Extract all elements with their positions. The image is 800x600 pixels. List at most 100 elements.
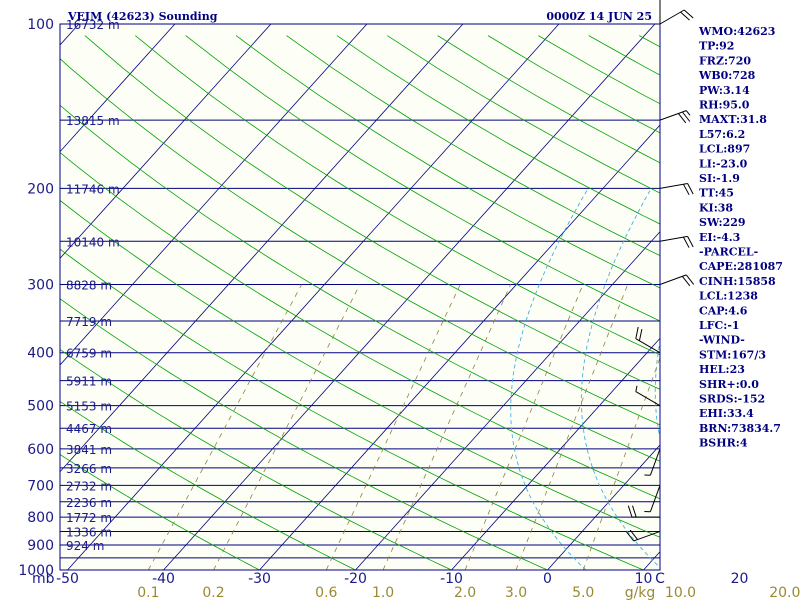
index-entry: PW:3.14: [699, 84, 750, 97]
dry-adiabat-line: [60, 58, 660, 426]
station-title: VEIM (42623) Sounding: [67, 10, 218, 23]
isotherm-line: [60, 24, 272, 259]
index-entry: L57:6.2: [699, 128, 745, 141]
isotherm-line: [60, 24, 368, 366]
wind-barb-flag: [683, 9, 694, 19]
wind-barb-flag: [682, 276, 691, 287]
height-label: 13815 m: [66, 114, 120, 128]
isotherm-line: [60, 24, 464, 473]
index-entry: RH:95.0: [699, 99, 750, 112]
mixing-ratio-tick-label: 20.0: [769, 585, 800, 600]
height-label: 5153 m: [66, 400, 112, 414]
sounding-time: 0000Z 14 JUN 25: [546, 10, 652, 23]
temperature-tick-label: C: [655, 571, 665, 587]
index-entry: STM:167/3: [699, 348, 766, 361]
height-label: 6759 m: [66, 347, 112, 361]
height-label: 11746 m: [66, 182, 120, 196]
wind-barb: [635, 391, 661, 407]
moist-adiabat-line: [510, 188, 589, 570]
temperature-tick-label: 0: [543, 571, 552, 587]
wind-barb-flag: [685, 110, 691, 116]
wind-barb-flag: [632, 505, 637, 518]
index-entry: SHR+:0.0: [699, 378, 759, 391]
pressure-tick-label: 800: [27, 510, 54, 526]
mixing-ratio-line: [213, 284, 361, 570]
pressure-tick-label: 1000: [18, 563, 54, 579]
pressure-tick-label: 400: [27, 346, 54, 362]
mixing-ratio-line: [464, 284, 584, 570]
dry-adiabat-line: [60, 454, 261, 570]
mixing-ratio-tick-label: 0.2: [202, 585, 224, 600]
wind-barb-flag: [635, 326, 639, 339]
mixing-ratio-line: [785, 285, 800, 570]
isotherm-line: [355, 231, 660, 570]
temperature-tick-label: -10: [440, 571, 463, 587]
index-entry: LI:-23.0: [699, 157, 748, 170]
index-entry: SRDS:-152: [699, 393, 765, 406]
height-label: 4467 m: [66, 422, 112, 436]
wind-barb: [633, 530, 661, 542]
wind-barb-flag: [625, 531, 635, 542]
index-entry: MAXT:31.8: [699, 113, 767, 126]
height-label: 3841 m: [66, 443, 112, 457]
wind-barb-flag: [635, 385, 638, 392]
dry-adiabat-line: [286, 35, 660, 257]
dry-adiabat-line: [135, 35, 660, 356]
dry-adiabat-line: [60, 298, 549, 570]
isotherm-line: [451, 337, 660, 570]
index-entry: CAPE:281087: [699, 260, 783, 273]
isotherm-line: [259, 124, 660, 570]
height-label: 2236 m: [66, 496, 112, 510]
dry-adiabat-line: [185, 35, 660, 322]
mixing-ratio-tick-label: g/kg: [625, 585, 656, 600]
dewpoint-mixing-series: [796, 545, 800, 570]
mixing-ratio-tick-label: 5.0: [572, 585, 594, 600]
mixing-ratio-tick-label: 0.6: [315, 585, 337, 600]
height-label: 1336 m: [66, 526, 112, 540]
dry-adiabat-line: [84, 35, 660, 390]
pressure-tick-label: 100: [27, 17, 54, 33]
height-label: 5911 m: [66, 375, 112, 389]
index-entry: EI:-4.3: [699, 231, 740, 244]
mixing-ratio-line: [582, 356, 660, 570]
wind-barb: [635, 338, 661, 354]
wind-barb-flag: [687, 236, 694, 248]
isotherm-line: [163, 24, 656, 570]
mixing-ratio-tick-label: 2.0: [454, 585, 476, 600]
mixing-ratio-line: [148, 284, 302, 570]
mixing-ratio-tick-label: 3.0: [505, 585, 527, 600]
mixing-ratio-line: [515, 284, 629, 570]
wind-barb-flag: [629, 529, 638, 540]
wind-barb: [659, 183, 688, 189]
index-entry: CAP:4.6: [699, 304, 748, 317]
wind-barb-flag: [685, 274, 695, 285]
index-entry: KI:38: [699, 201, 733, 214]
wind-barb: [659, 110, 687, 121]
wind-barb: [659, 235, 688, 242]
sounding-profiles: [762, 24, 800, 570]
index-entry: BSHR:4: [699, 437, 748, 450]
wind-barb-flag: [682, 111, 691, 122]
index-entry: BRN:73834.7: [699, 422, 781, 435]
pressure-tick-label: 600: [27, 442, 54, 458]
isotherm-line: [60, 24, 176, 153]
index-entry: CINH:15858: [699, 275, 776, 288]
index-entry: LFC:-1: [699, 319, 740, 332]
dry-adiabat-line: [60, 248, 645, 570]
mixing-ratio-line: [382, 284, 511, 570]
index-entry: HEL:23: [699, 363, 745, 376]
wind-barb: [649, 448, 661, 476]
dry-adiabat-line: [235, 35, 660, 289]
index-entry: -WIND-: [699, 334, 745, 347]
dry-adiabat-line: [60, 151, 660, 500]
mixing-ratio-line: [325, 284, 461, 570]
pressure-unit-label: mb: [32, 571, 55, 587]
index-entry: -PARCEL-: [699, 246, 758, 259]
index-entry: TP:92: [699, 40, 734, 53]
height-label: 16732 m: [66, 18, 120, 32]
dry-adiabat-line: [60, 199, 660, 538]
index-entry: WMO:42623: [698, 25, 775, 38]
height-label: 3266 m: [66, 462, 112, 476]
height-label: 8828 m: [66, 279, 112, 293]
